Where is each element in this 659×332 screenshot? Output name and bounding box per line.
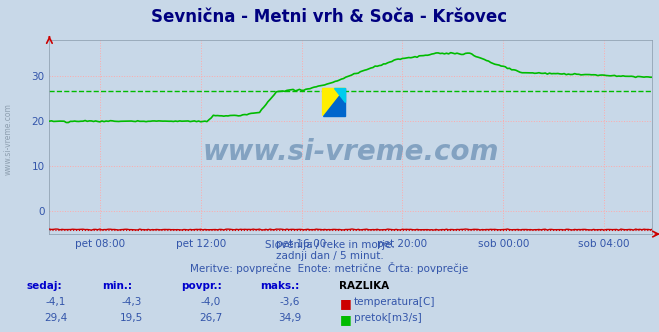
Text: -4,3: -4,3 xyxy=(122,297,142,307)
Polygon shape xyxy=(322,88,345,116)
Text: Sevnična - Metni vrh & Soča - Kršovec: Sevnična - Metni vrh & Soča - Kršovec xyxy=(152,8,507,26)
Text: povpr.:: povpr.: xyxy=(181,281,222,290)
Text: www.si-vreme.com: www.si-vreme.com xyxy=(203,138,499,166)
Text: 26,7: 26,7 xyxy=(199,313,223,323)
Text: zadnji dan / 5 minut.: zadnji dan / 5 minut. xyxy=(275,251,384,261)
Polygon shape xyxy=(322,88,345,116)
Text: sedaj:: sedaj: xyxy=(26,281,62,290)
Text: ■: ■ xyxy=(339,313,351,326)
Text: 29,4: 29,4 xyxy=(44,313,68,323)
Text: -4,1: -4,1 xyxy=(46,297,66,307)
Text: pretok[m3/s]: pretok[m3/s] xyxy=(354,313,422,323)
Polygon shape xyxy=(334,88,345,102)
Text: RAZLIKA: RAZLIKA xyxy=(339,281,389,290)
Text: -4,0: -4,0 xyxy=(201,297,221,307)
Text: temperatura[C]: temperatura[C] xyxy=(354,297,436,307)
Text: min.:: min.: xyxy=(102,281,132,290)
Text: maks.:: maks.: xyxy=(260,281,300,290)
Text: -3,6: -3,6 xyxy=(280,297,300,307)
Text: Slovenija / reke in morje.: Slovenija / reke in morje. xyxy=(264,240,395,250)
Text: ■: ■ xyxy=(339,297,351,310)
Text: Meritve: povprečne  Enote: metrične  Črta: povprečje: Meritve: povprečne Enote: metrične Črta:… xyxy=(190,262,469,274)
Text: 34,9: 34,9 xyxy=(278,313,302,323)
Text: www.si-vreme.com: www.si-vreme.com xyxy=(4,104,13,175)
Text: 19,5: 19,5 xyxy=(120,313,144,323)
